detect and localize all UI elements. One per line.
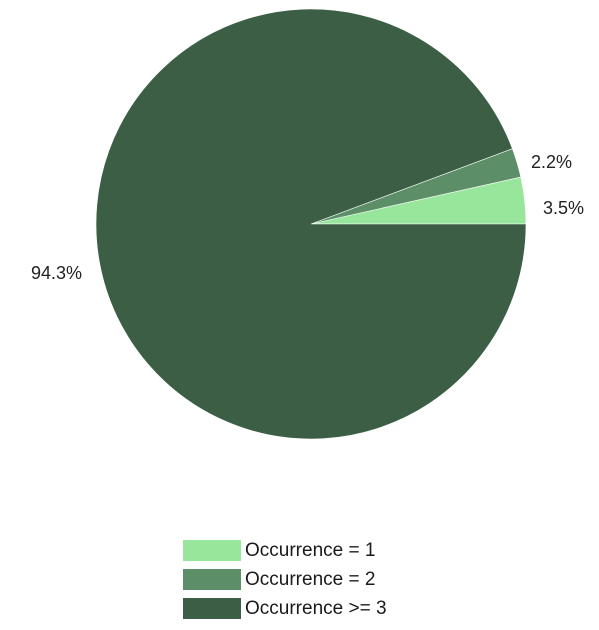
legend-swatch-occurrence-2	[183, 569, 241, 590]
legend-swatch-occurrence-3-plus	[183, 598, 241, 619]
legend-item-occurrence-2: Occurrence = 2	[183, 565, 387, 594]
legend-swatch-occurrence-1	[183, 540, 241, 561]
legend-item-occurrence-1: Occurrence = 1	[183, 536, 387, 565]
legend-label-occurrence-2: Occurrence = 2	[245, 568, 376, 590]
slice-label-occurrence-3-plus: 94.3%	[31, 263, 82, 283]
slice-label-occurrence-2: 2.2%	[531, 152, 572, 172]
legend-item-occurrence-3-plus: Occurrence >= 3	[183, 594, 387, 623]
pie-slice-occurrence-3-plus	[95, 8, 527, 440]
legend: Occurrence = 1 Occurrence = 2 Occurrence…	[183, 536, 387, 623]
legend-label-occurrence-3-plus: Occurrence >= 3	[245, 597, 387, 619]
slice-label-occurrence-1: 3.5%	[543, 198, 584, 218]
legend-label-occurrence-1: Occurrence = 1	[245, 539, 376, 561]
